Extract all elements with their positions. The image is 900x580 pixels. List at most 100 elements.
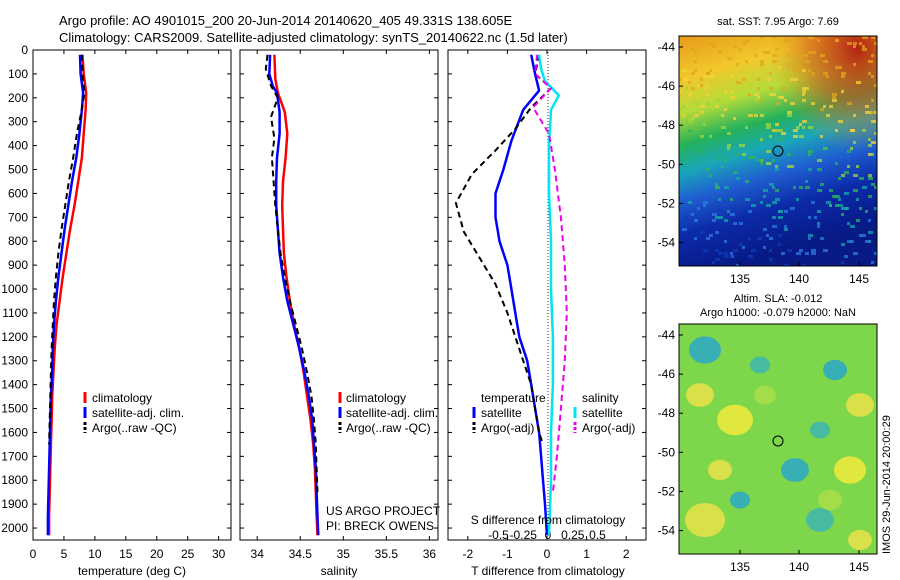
legend-label-satellite: satellite-adj. clim. [92,406,184,420]
depth-tick-label: 500 [8,163,28,177]
legend-label-climatology: climatology [346,391,406,405]
pi-note: PI: BRECK OWENS [326,519,434,533]
temperature-x-label: temperature (deg C) [78,564,186,578]
salinity-depth-ticks [240,49,438,529]
legend-label-satellite: satellite-adj. clim. [346,406,438,420]
x-tick-label: 35.5 [375,547,399,561]
difference-panel: -2 -1 0 1 2 -0.5 -0.25 0 0.25 0.5 T difference f… [447,49,647,578]
salinity-x-label: salinity [321,564,358,578]
s-tick-label: -0.5 [488,528,509,542]
sst-map-frame [678,35,878,267]
sla-lon-axis: 135 140 145 [730,550,869,574]
legend-label-argo: Argo(..raw -QC) [92,421,177,435]
difference-series [454,54,568,536]
x-tick-label: 2 [623,547,630,561]
difference-x-label: T difference from climatology [471,564,625,578]
series-line-argo-raw-qc- [48,54,86,445]
series-line-argo-raw-qc- [264,54,319,493]
lon-tick-label: 135 [730,272,750,286]
x-tick-label: 0 [544,547,551,561]
legend-title-salinity: salinity [582,391,619,405]
lat-tick-label: -54 [658,524,676,538]
x-tick-label: 25 [181,547,195,561]
depth-tick-label: 600 [8,186,28,200]
sla-float-marker [772,435,784,447]
depth-tick-label: 1000 [1,282,28,296]
project-note: US ARGO PROJECT [326,504,441,518]
x-tick-label: 34 [251,547,265,561]
sla-map-frame [678,323,878,555]
x-tick-label: 35 [337,547,351,561]
x-tick-label: 34.5 [289,547,313,561]
lat-tick-label: -44 [658,328,676,342]
x-tick-label: 30 [212,547,226,561]
temperature-series [46,54,88,536]
lat-tick-label: -54 [658,236,676,250]
lat-tick-label: -46 [658,367,676,381]
lat-tick-label: -52 [658,484,676,498]
lat-tick-label: -50 [658,157,676,171]
sla-map: Altim. SLA: -0.012 Argo h1000: -0.079 h2… [658,293,893,574]
sst-map-title: sat. SST: 7.95 Argo: 7.69 [717,16,839,28]
depth-tick-label: 1500 [1,402,28,416]
sla-map-title: Altim. SLA: -0.012 [734,293,823,305]
header-line2: Climatology: CARS2009. Satellite-adjuste… [59,30,568,45]
legend-label-climatology: climatology [92,391,152,405]
legend-label-argo: Argo(..raw -QC) [346,421,431,435]
lat-tick-label: -44 [658,40,676,54]
x-tick-label: -1 [502,547,513,561]
salinity-series [264,54,320,536]
lat-tick-label: -50 [658,445,676,459]
lat-tick-label: -46 [658,79,676,93]
sst-float-marker [772,145,784,157]
difference-legend: temperature satellite Argo(-adj) salinit… [472,391,635,435]
temperature-panel: 0100200300400500600700800900100011001200… [1,43,232,578]
depth-tick-label: 1700 [1,449,28,463]
depth-tick-label: 700 [8,210,28,224]
lon-tick-label: 140 [789,272,809,286]
lat-tick-label: -48 [658,118,676,132]
lon-tick-label: 135 [730,560,750,574]
sst-lat-axis: -44 -46 -48 -50 -52 -54 [658,40,683,250]
sst-image [679,36,877,266]
depth-tick-label: 1600 [1,425,28,439]
legend-title-temperature: temperature [481,391,546,405]
depth-tick-label: 1400 [1,378,28,392]
sla-map-subtitle: Argo h1000: -0.079 h2000: NaN [700,307,856,319]
sla-image [679,324,877,554]
depth-tick-label: 900 [8,258,28,272]
x-tick-label: 5 [61,547,68,561]
legend-label-t-satellite: satellite [481,406,522,420]
salinity-x-axis: 34 34.5 35 35.5 36 [251,50,436,561]
temperature-axes-box [32,49,232,541]
series-line-temperature-satellite [494,54,549,536]
series-line-salinity-argo-adj- [532,54,568,493]
header-line1: Argo profile: AO 4901015_200 20-Jun-2014… [59,13,513,28]
x-tick-label: 1 [583,547,590,561]
x-tick-label: 15 [119,547,133,561]
series-line-salinity-satellite [537,54,561,536]
x-tick-label: 0 [30,547,37,561]
depth-tick-label: 1300 [1,354,28,368]
depth-axis: 0 100 200 300 400 500 600 700 800 900 1000 1100 1200… [1,43,231,535]
difference-s-label: S difference from climatology [471,513,626,527]
temperature-legend: climatology satellite-adj. clim. Argo(..… [83,391,184,435]
lat-tick-label: -48 [658,406,676,420]
depth-tick-label: 300 [8,115,28,129]
depth-tick-label: 400 [8,139,28,153]
sla-lat-axis: -44 -46 -48 -50 -52 -54 [658,328,683,538]
difference-depth-ticks [448,49,646,529]
x-tick-label: -2 [462,547,473,561]
lat-tick-label: -52 [658,196,676,210]
salinity-panel: 34 34.5 35 35.5 36 salinity climatology sate… [239,49,441,578]
depth-tick-label: 800 [8,234,28,248]
depth-tick-label: 1100 [2,306,28,320]
depth-tick-label: 0 [21,43,28,57]
legend-label-t-argo: Argo(-adj) [481,421,534,435]
series-line-satellite-adj-clim- [46,54,85,536]
lon-tick-label: 145 [849,560,869,574]
depth-tick-label: 100 [8,67,28,81]
series-line-satellite-adj-clim- [268,54,320,536]
sst-lon-axis: 135 140 145 [730,262,869,286]
difference-axes-box [447,49,647,541]
